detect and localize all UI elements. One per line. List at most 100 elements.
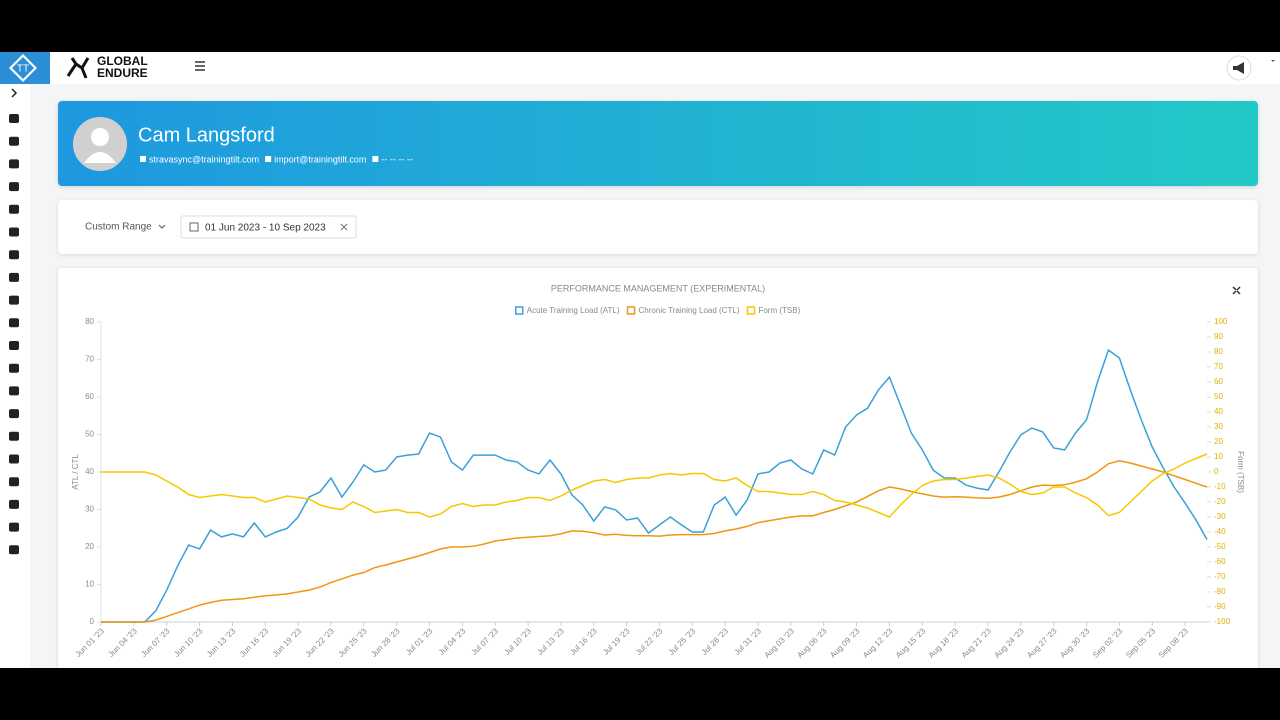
megaphone: [1233, 62, 1244, 74]
legend-label: Chronic Training Load (CTL): [639, 306, 740, 315]
nav-icon[interactable]: [9, 159, 19, 169]
x-tick-label: Jun 07 '23: [139, 626, 172, 659]
nav-icon[interactable]: [9, 136, 19, 146]
x-tick-label: Aug 30 '23: [1058, 626, 1092, 660]
filter-art: Custom Range 01 Jun 2023 - 10 Sep 2023: [85, 215, 357, 239]
legend-swatch: [626, 306, 636, 315]
x-tick-label: Jul 07 '23: [470, 626, 501, 657]
top-bar: TT GLOBAL ENDURE: [0, 52, 1280, 84]
range-select[interactable]: Custom Range: [85, 222, 152, 233]
avatar-body: [84, 152, 116, 163]
nav-icon[interactable]: [9, 318, 19, 328]
x-tick-label: Sep 05 '23: [1124, 626, 1158, 660]
caret: [1271, 60, 1275, 62]
date-range: 01 Jun 2023 - 10 Sep 2023: [205, 223, 326, 234]
contacts: stravasync@trainingtilt.com import@traini…: [140, 154, 413, 164]
y-tick-label: 10: [85, 580, 94, 589]
y2-tick-label: 80: [1214, 347, 1223, 356]
nav-icon[interactable]: [9, 454, 19, 464]
y2-tick-label: 40: [1214, 407, 1223, 416]
nav-icon[interactable]: [9, 409, 19, 419]
x-tick-label: Jul 19 '23: [601, 626, 632, 657]
y2-tick-label: -20: [1214, 497, 1226, 506]
y2-tick-label: 30: [1214, 422, 1223, 431]
x-tick-label: Jun 25 '23: [336, 626, 369, 659]
x-tick-label: Aug 15 '23: [894, 626, 928, 660]
x-tick-label: Jul 01 '23: [404, 626, 435, 657]
y2-tick-label: 20: [1214, 437, 1223, 446]
y2-tick-label: -100: [1214, 617, 1231, 626]
x-tick-label: Jun 01 '23: [74, 626, 107, 659]
x-tick-label: Jun 16 '23: [238, 626, 271, 659]
y-tick-label: 60: [85, 392, 94, 401]
y2-tick-label: -50: [1214, 542, 1226, 551]
nav-icon[interactable]: [9, 386, 19, 396]
x-tick-label: Jun 13 '23: [205, 626, 238, 659]
x-tick-label: Jul 31 '23: [733, 626, 764, 657]
x-tick-label: Aug 18 '23: [927, 626, 961, 660]
y2-tick-label: 10: [1214, 452, 1223, 461]
series-line: [101, 348, 1208, 623]
logo[interactable]: TT: [0, 52, 50, 84]
y2-tick-label: -40: [1214, 527, 1226, 536]
legend-item[interactable]: Acute Training Load (ATL): [514, 306, 620, 315]
nav-icon[interactable]: [9, 431, 19, 441]
filter-bar: Custom Range 01 Jun 2023 - 10 Sep 2023: [58, 200, 1258, 254]
brand-line: ENDURE: [97, 66, 148, 80]
brand: GLOBAL ENDURE: [66, 54, 205, 80]
nav-icon[interactable]: [9, 363, 19, 373]
nav-icon[interactable]: [9, 114, 19, 123]
contact: import@trainingtilt.com: [274, 154, 366, 164]
nav-icon[interactable]: [9, 182, 19, 192]
nav-icon[interactable]: [9, 477, 19, 487]
chart-card: [58, 268, 1258, 668]
brand-runner: [66, 57, 90, 79]
nav-icon[interactable]: [9, 227, 19, 237]
logo-diamond-inner: [12, 57, 34, 79]
x-tick-label: Aug 03 '23: [763, 626, 797, 660]
x-tick-label: Jul 28 '23: [700, 626, 731, 657]
contact-icon: [140, 156, 146, 162]
y2-tick-label: -90: [1214, 602, 1226, 611]
notifications[interactable]: [1222, 54, 1280, 84]
nav-icon[interactable]: [9, 499, 19, 509]
x-tick-label: Aug 27 '23: [1025, 626, 1059, 660]
sidebar-icons: [9, 88, 19, 555]
legend-swatch: [514, 306, 524, 315]
chart-title: PERFORMANCE MANAGEMENT (EXPERIMENTAL): [551, 283, 765, 293]
x-tick-label: Aug 09 '23: [828, 626, 862, 660]
nav-icon[interactable]: [9, 545, 19, 555]
legend-item[interactable]: Form (TSB): [746, 306, 801, 315]
logo-text: TT: [17, 64, 29, 75]
legend-label: Acute Training Load (ATL): [527, 306, 620, 315]
series-line: [101, 460, 1208, 623]
y2-tick-label: -80: [1214, 587, 1226, 596]
y2-tick-label: 100: [1214, 317, 1228, 326]
menu-toggle[interactable]: [195, 61, 205, 71]
sidebar-expand[interactable]: [11, 88, 18, 98]
profile-header: Cam Langsford stravasync@trainingtilt.co…: [58, 101, 1258, 186]
x-tick-label: Sep 08 '23: [1157, 626, 1191, 660]
date-input[interactable]: [180, 215, 357, 239]
nav-icon[interactable]: [9, 250, 19, 260]
series-line: [101, 453, 1208, 518]
x-tick-label: Jul 16 '23: [568, 626, 599, 657]
x-tick-label: Jul 10 '23: [503, 626, 534, 657]
x-tick-label: Jul 22 '23: [634, 626, 665, 657]
contact: -- -- -- --: [381, 154, 412, 164]
fullscreen[interactable]: [1232, 286, 1241, 295]
nav-icon[interactable]: [9, 341, 19, 350]
nav-icon[interactable]: [9, 522, 19, 532]
y-tick-label: 50: [85, 430, 94, 439]
y2-tick-label: 90: [1214, 332, 1223, 341]
y-tick-label: 20: [85, 542, 94, 551]
legend-item[interactable]: Chronic Training Load (CTL): [626, 306, 740, 315]
nav-icon[interactable]: [9, 295, 19, 305]
nav-icon[interactable]: [9, 272, 19, 282]
nav-icon[interactable]: [9, 204, 19, 214]
y-tick-label: 40: [85, 467, 94, 476]
contact-icon: [372, 156, 379, 162]
y2-tick-label: 60: [1214, 377, 1223, 386]
clear-date[interactable]: [340, 223, 348, 231]
